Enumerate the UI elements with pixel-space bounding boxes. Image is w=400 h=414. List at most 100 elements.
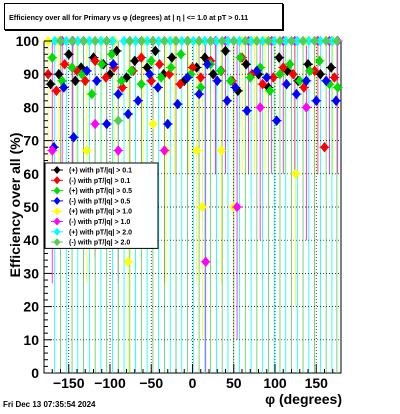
data-point xyxy=(92,75,102,87)
data-point xyxy=(183,35,192,47)
data-point xyxy=(46,78,55,90)
y-tick-label: 90 xyxy=(23,66,39,82)
data-point xyxy=(232,201,242,213)
data-point xyxy=(316,68,325,80)
data-point xyxy=(298,35,308,47)
data-point xyxy=(69,131,79,143)
data-point xyxy=(133,95,143,107)
data-point xyxy=(145,68,154,80)
data-points xyxy=(43,35,343,268)
data-point xyxy=(85,35,94,47)
data-point xyxy=(226,75,235,87)
x-tick-label: −150 xyxy=(53,375,85,391)
data-point xyxy=(97,58,107,70)
data-point xyxy=(265,85,275,97)
data-point xyxy=(173,98,182,110)
data-point xyxy=(175,78,185,90)
y-tick-label: 0 xyxy=(31,365,39,381)
data-point xyxy=(217,145,226,156)
title-box: Efficiency over all for Primary vs φ (de… xyxy=(4,3,283,30)
legend: (+) with pT/|q| > 0.1 (-) with pT/|q| > 0… xyxy=(44,162,159,249)
data-point xyxy=(167,52,177,64)
data-point xyxy=(222,95,232,107)
data-point xyxy=(166,62,176,73)
data-point xyxy=(137,78,146,90)
data-point xyxy=(137,52,146,64)
data-point xyxy=(50,35,60,47)
data-point xyxy=(201,256,211,268)
data-point xyxy=(61,35,71,47)
x-tick-label: 100 xyxy=(263,375,287,391)
data-point xyxy=(292,35,302,47)
data-point xyxy=(235,35,244,47)
data-point xyxy=(216,65,225,77)
y-tick-label: 40 xyxy=(23,232,39,248)
data-point xyxy=(137,35,146,47)
series-3 xyxy=(48,58,342,153)
data-point xyxy=(292,88,301,100)
data-point xyxy=(130,55,140,67)
data-point xyxy=(212,35,221,47)
data-point xyxy=(107,48,116,60)
data-point xyxy=(332,35,342,47)
data-point xyxy=(252,35,262,47)
data-point xyxy=(262,72,272,83)
data-point xyxy=(123,108,133,120)
data-point xyxy=(203,58,212,70)
data-point xyxy=(60,58,69,70)
legend-label: (+) with pT/|q| > 0.5 xyxy=(69,188,132,195)
data-point xyxy=(281,35,291,47)
data-point xyxy=(302,101,311,113)
y-axis-label: Efficiency over all (%) xyxy=(7,132,23,278)
legend-label: (-) with pT/|q| > 0.5 xyxy=(69,198,130,205)
data-point xyxy=(125,35,135,47)
data-point xyxy=(288,68,298,80)
data-point xyxy=(242,105,252,117)
data-point xyxy=(304,35,314,47)
data-point xyxy=(194,35,204,47)
data-point xyxy=(52,85,61,97)
legend-marker xyxy=(53,227,61,236)
data-point xyxy=(285,58,295,70)
data-point xyxy=(148,35,158,47)
data-point xyxy=(73,35,83,47)
data-point xyxy=(231,82,240,93)
y-axis-label-wrap: Efficiency over all (%) xyxy=(5,115,25,295)
data-point xyxy=(217,35,227,47)
data-point xyxy=(212,75,222,87)
data-point xyxy=(282,78,291,90)
data-point xyxy=(82,145,92,156)
data-point xyxy=(295,75,305,87)
data-point xyxy=(333,82,343,93)
data-point xyxy=(160,35,169,47)
data-point xyxy=(154,35,163,47)
data-point xyxy=(113,115,123,127)
chart-title: Efficiency over all for Primary vs φ (de… xyxy=(9,13,249,22)
timestamp: Fri Dec 13 07:35:54 2024 xyxy=(3,400,96,409)
series-7 xyxy=(55,35,342,127)
data-point xyxy=(90,55,100,67)
data-point xyxy=(206,35,215,47)
data-point xyxy=(321,35,331,47)
data-point xyxy=(183,72,192,83)
data-point xyxy=(176,48,186,60)
data-point xyxy=(56,35,65,47)
data-point xyxy=(113,88,123,100)
data-point xyxy=(258,78,267,90)
data-point xyxy=(189,35,198,47)
data-point xyxy=(269,35,279,47)
data-point xyxy=(305,65,314,77)
x-tick-label: 0 xyxy=(189,375,197,391)
legend-marker xyxy=(53,238,61,247)
data-point xyxy=(123,256,133,268)
series-2 xyxy=(47,48,343,100)
data-point xyxy=(241,58,251,70)
data-point xyxy=(269,72,278,83)
data-point xyxy=(171,35,181,47)
data-point xyxy=(272,115,281,127)
data-point xyxy=(291,168,300,180)
y-tick-label: 60 xyxy=(23,166,39,182)
data-point xyxy=(146,55,156,67)
data-point xyxy=(96,35,106,47)
data-point xyxy=(142,35,152,47)
